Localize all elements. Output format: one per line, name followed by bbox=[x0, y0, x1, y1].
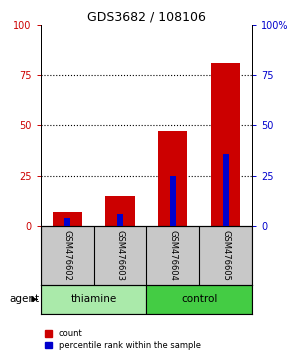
Bar bbox=[211, 63, 240, 226]
Bar bbox=[41, 285, 146, 314]
Bar bbox=[52, 212, 81, 226]
Bar bbox=[117, 214, 123, 226]
Text: agent: agent bbox=[9, 294, 39, 304]
Bar bbox=[64, 218, 70, 226]
Text: thiamine: thiamine bbox=[70, 294, 117, 304]
Legend: count, percentile rank within the sample: count, percentile rank within the sample bbox=[45, 329, 201, 350]
Text: GSM476605: GSM476605 bbox=[221, 230, 230, 281]
Bar bbox=[158, 131, 187, 226]
Title: GDS3682 / 108106: GDS3682 / 108106 bbox=[87, 11, 206, 24]
Text: GSM476604: GSM476604 bbox=[168, 230, 177, 281]
Text: GSM476602: GSM476602 bbox=[63, 230, 72, 281]
Bar bbox=[106, 196, 135, 226]
Text: GSM476603: GSM476603 bbox=[115, 230, 124, 281]
Text: control: control bbox=[181, 294, 218, 304]
Bar bbox=[170, 176, 176, 226]
Bar bbox=[146, 285, 252, 314]
Bar bbox=[223, 154, 229, 226]
